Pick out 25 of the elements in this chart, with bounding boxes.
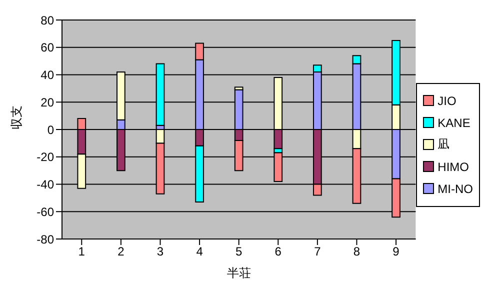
legend-label: MI-NO xyxy=(438,182,473,196)
legend-label: HIMO xyxy=(438,160,470,174)
y-tick-label: 0 xyxy=(47,122,54,137)
y-axis-title: 収支 xyxy=(9,106,24,130)
y-tick-label: -80 xyxy=(36,232,54,246)
x-tick-label: 3 xyxy=(156,244,164,259)
x-tick-label: 2 xyxy=(118,244,125,259)
y-tick-label: 80 xyxy=(40,13,54,28)
x-tick-label: 7 xyxy=(314,244,322,259)
x-axis-title: 半荘 xyxy=(226,266,251,280)
legend-label: KANE xyxy=(438,116,470,130)
x-tick-label: 4 xyxy=(196,244,204,259)
y-tick-label: 40 xyxy=(40,68,54,82)
x-tick-label: 8 xyxy=(353,244,360,259)
y-tick-label: -40 xyxy=(36,178,54,192)
y-tick-label: 60 xyxy=(40,40,54,55)
x-tick-label: 1 xyxy=(78,244,86,259)
x-tick-label: 5 xyxy=(235,244,242,259)
legend-label: JIO xyxy=(438,94,456,108)
y-tick-label: 20 xyxy=(40,95,54,110)
y-tick-label: -60 xyxy=(36,204,54,219)
legend-label: 凪 xyxy=(438,136,450,153)
x-tick-label: 6 xyxy=(274,244,282,259)
x-tick-label: 9 xyxy=(392,244,400,259)
y-tick-label: -20 xyxy=(36,150,54,164)
